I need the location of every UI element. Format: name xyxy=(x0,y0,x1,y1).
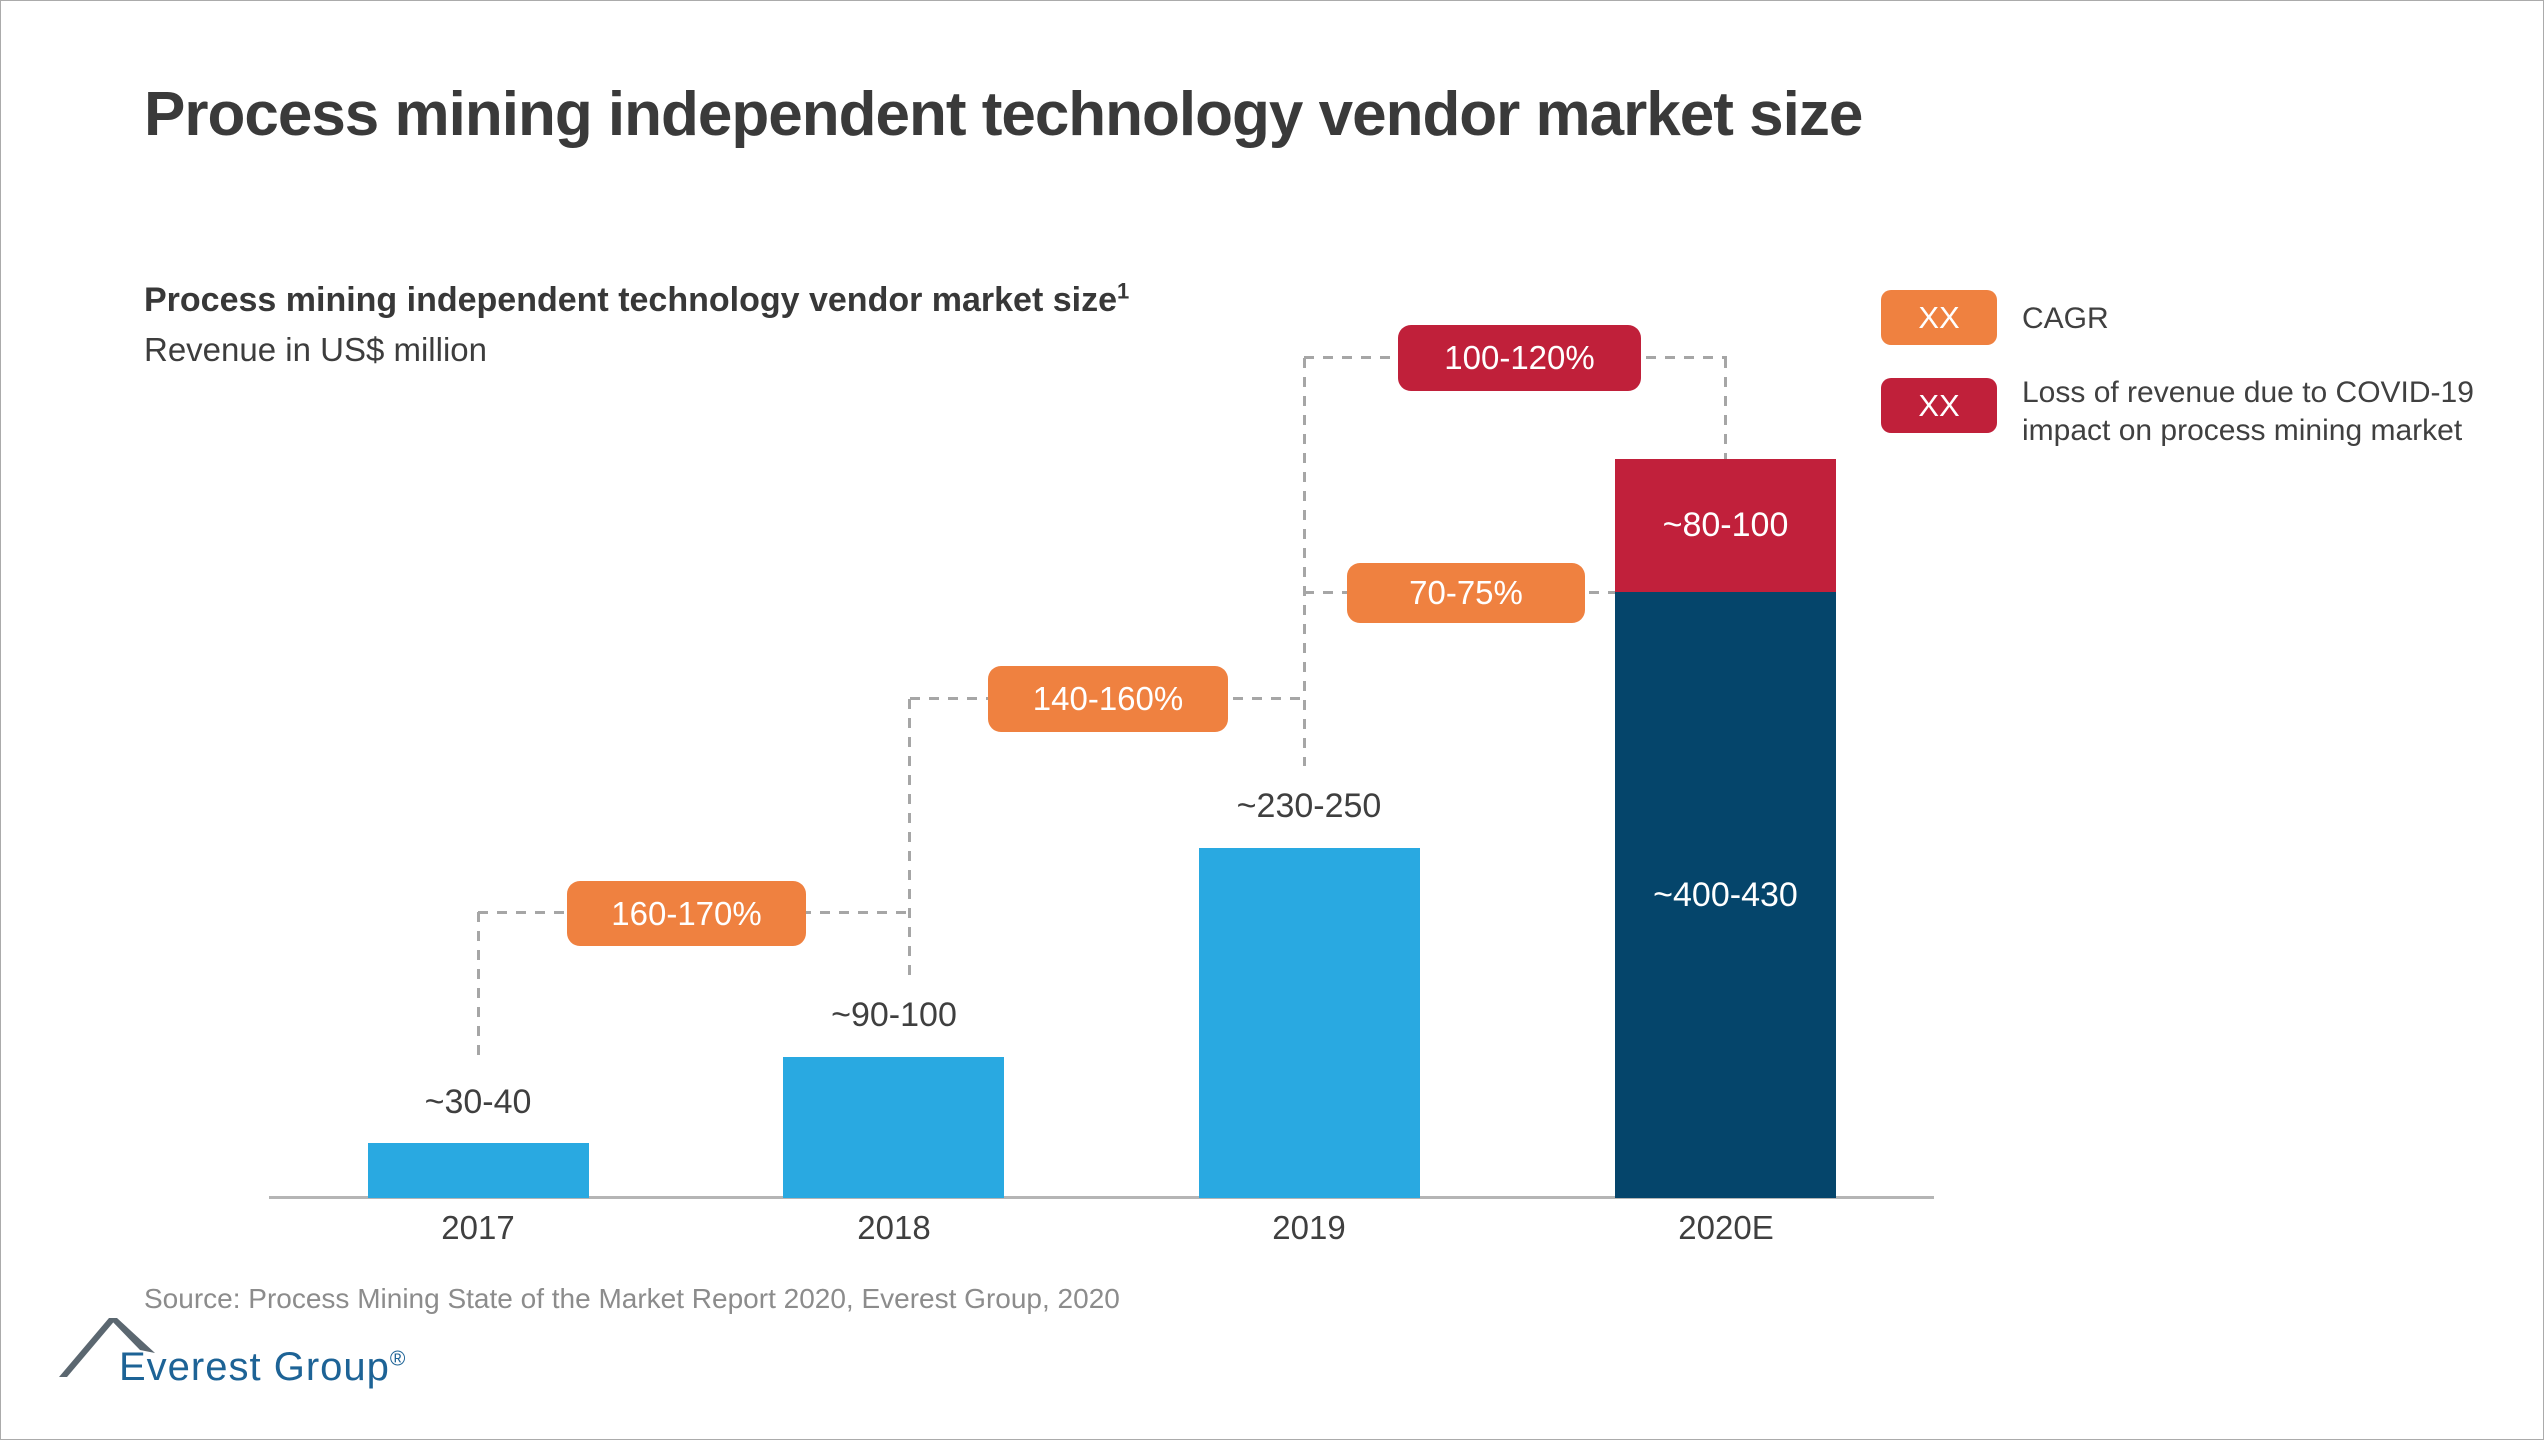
legend-label-covid-line1: Loss of revenue due to COVID-19 xyxy=(2022,376,2474,409)
mountain-icon xyxy=(59,1318,155,1377)
axis-label-2020e: 2020E xyxy=(1678,1209,1774,1246)
page-title: Process mining independent technology ve… xyxy=(144,80,1863,149)
cagr-box-2017-2018: 160-170% xyxy=(567,881,806,946)
bar-value-2017: ~30-40 xyxy=(424,1083,532,1121)
everest-group-logo: Everest Group® xyxy=(59,1311,479,1401)
legend-swatch-covid: XX xyxy=(1881,378,1997,433)
legend-label-covid: Loss of revenue due to COVID-19 impact o… xyxy=(2022,374,2474,450)
dashed-connector-v-2018 xyxy=(908,699,911,976)
chart-subheading: Revenue in US$ million xyxy=(144,331,488,368)
bar-label-2020e-revenue: ~400-430 xyxy=(1653,875,1798,914)
chart-heading-text: Process mining independent technology ve… xyxy=(144,281,1118,319)
cagr-box-2018-2019: 140-160% xyxy=(988,666,1228,732)
logo-text: Everest Group® xyxy=(119,1345,406,1390)
bar-2020e-covid-loss: ~80-100 xyxy=(1615,459,1836,592)
chart-heading-superscript: 1 xyxy=(1117,278,1130,304)
legend-swatch-cagr: XX xyxy=(1881,290,1997,345)
dashed-connector-v-2019 xyxy=(1303,358,1306,766)
bar-2018 xyxy=(783,1057,1004,1198)
bar-value-2019: ~230-250 xyxy=(1236,787,1382,825)
bar-2017 xyxy=(368,1143,589,1198)
legend-label-cagr: CAGR xyxy=(2022,302,2109,335)
cagr-box-2019-2020: 70-75% xyxy=(1347,563,1585,623)
registered-mark-icon: ® xyxy=(389,1347,407,1371)
axis-label-2018: 2018 xyxy=(857,1209,931,1246)
axis-label-2019: 2019 xyxy=(1272,1209,1346,1246)
chart-heading: Process mining independent technology ve… xyxy=(144,278,1130,320)
dashed-connector-v-2020 xyxy=(1724,358,1727,459)
source-note: Source: Process Mining State of the Mark… xyxy=(144,1283,1120,1314)
bar-2020e-revenue: ~400-430 xyxy=(1615,592,1836,1198)
loss-box-2020: 100-120% xyxy=(1398,325,1641,391)
bar-value-2018: ~90-100 xyxy=(831,996,957,1034)
dashed-connector-v-2017 xyxy=(477,912,480,1064)
bar-label-2020e-loss: ~80-100 xyxy=(1662,506,1789,544)
bar-2019 xyxy=(1199,848,1420,1198)
legend-label-covid-line2: impact on process mining market xyxy=(2022,414,2463,447)
x-axis-line xyxy=(269,1196,1934,1199)
axis-label-2017: 2017 xyxy=(441,1209,515,1246)
logo-wordmark: Everest Group xyxy=(119,1345,390,1389)
